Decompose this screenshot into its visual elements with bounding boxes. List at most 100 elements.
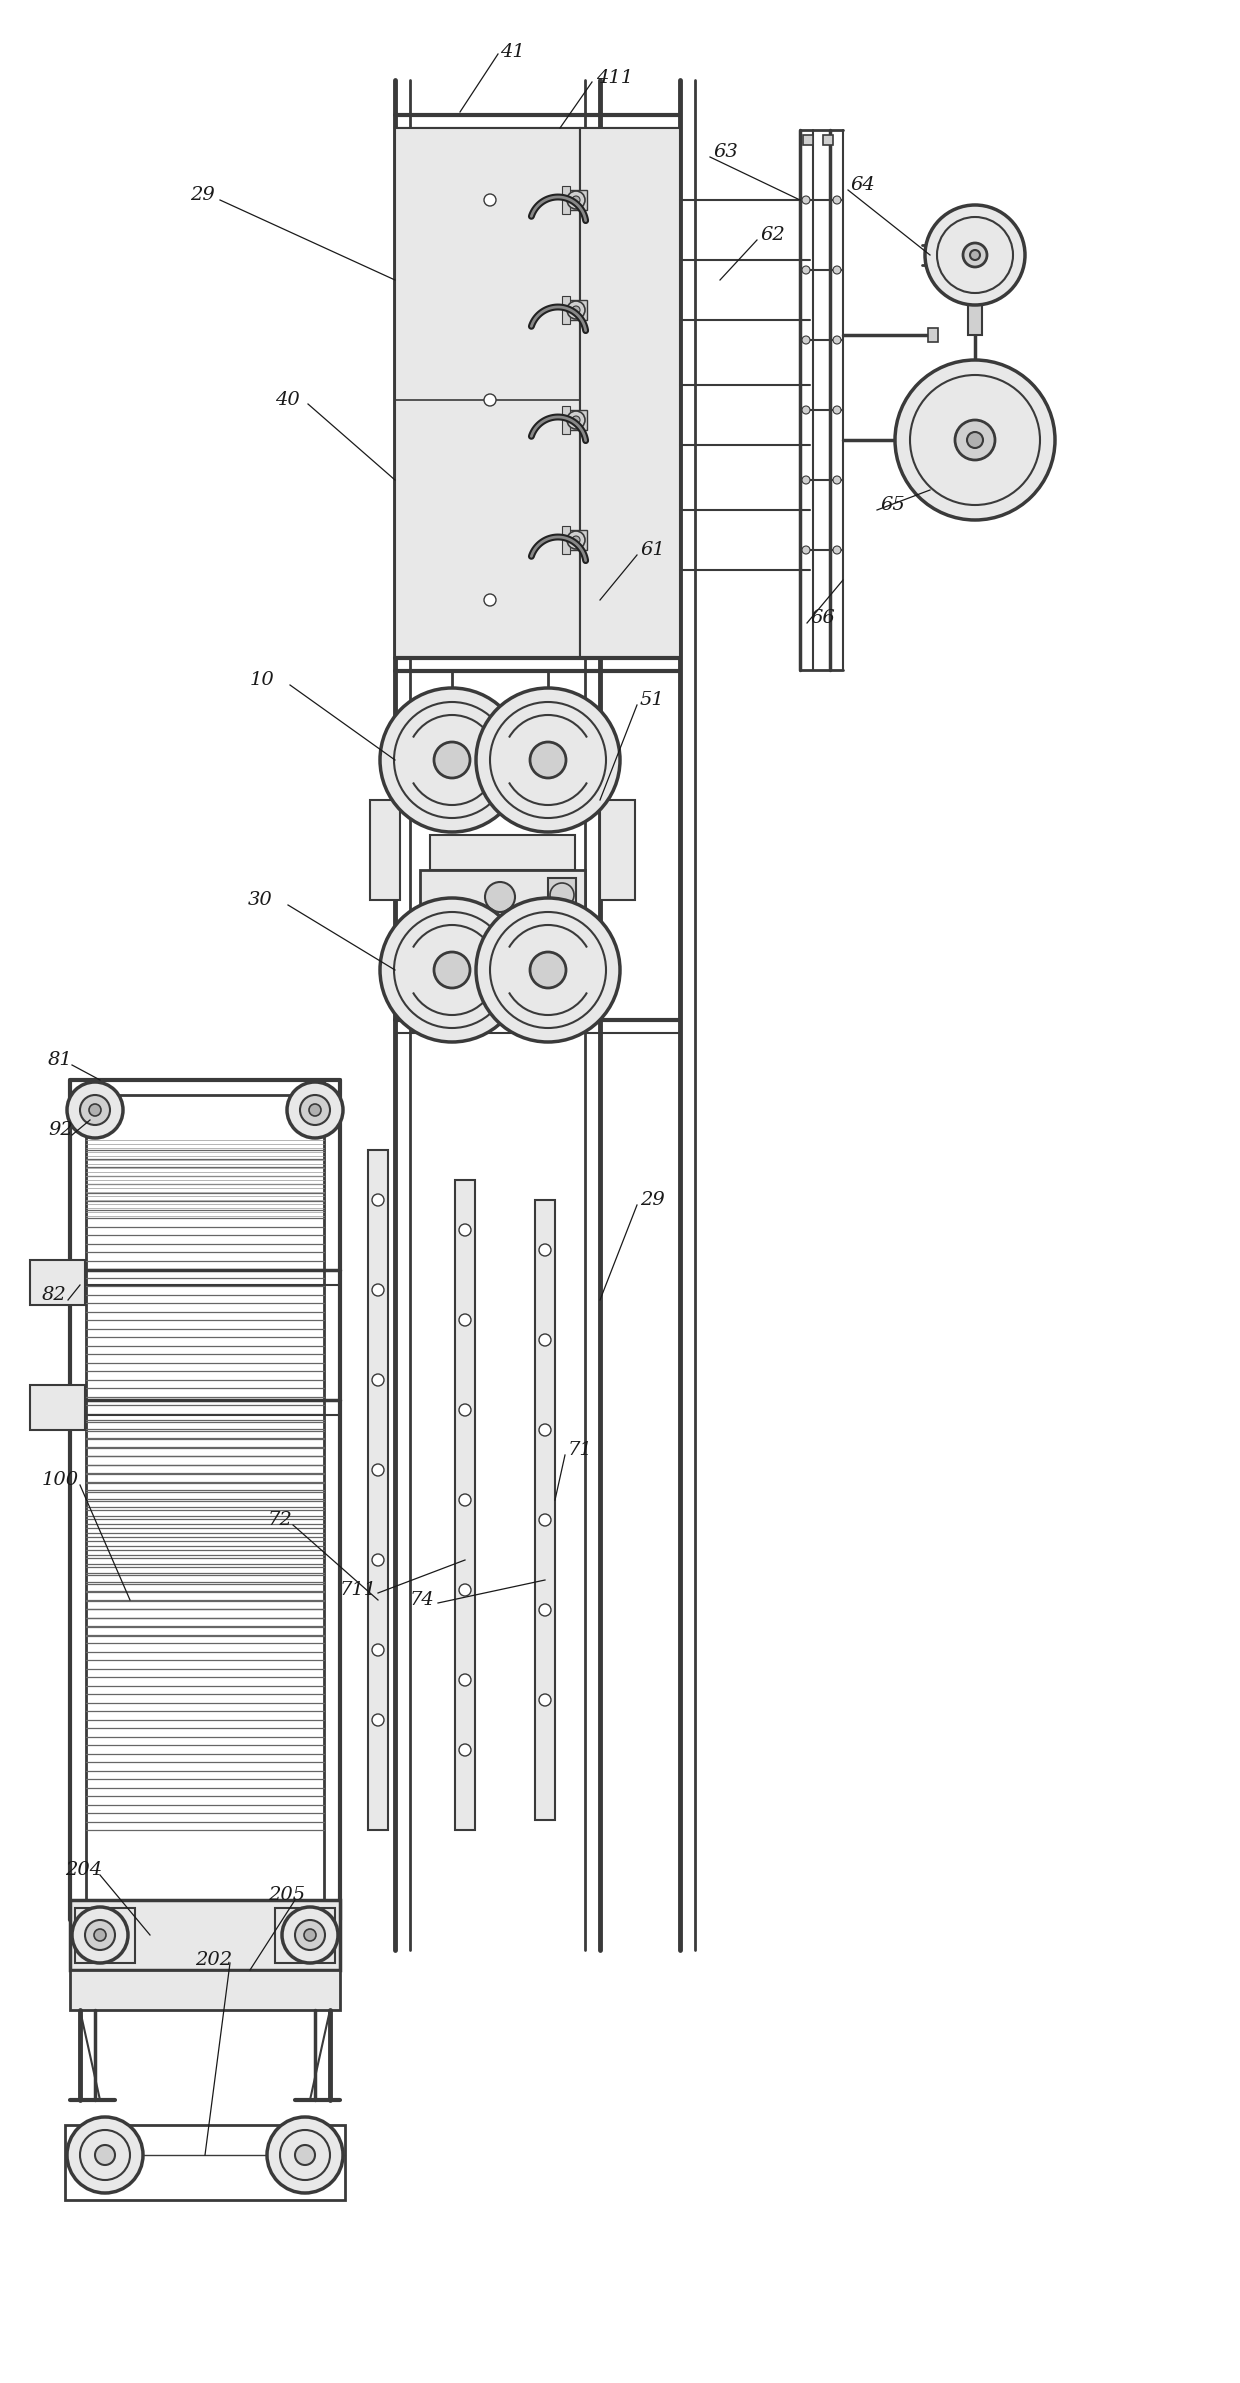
Text: 61: 61 bbox=[640, 541, 665, 560]
Circle shape bbox=[434, 741, 470, 777]
Circle shape bbox=[490, 913, 606, 1027]
Text: 62: 62 bbox=[760, 226, 785, 243]
Circle shape bbox=[86, 1921, 115, 1949]
Text: 40: 40 bbox=[275, 391, 300, 410]
Circle shape bbox=[72, 1906, 128, 1964]
Circle shape bbox=[95, 2145, 115, 2166]
Text: 92: 92 bbox=[48, 1120, 73, 1139]
Circle shape bbox=[572, 305, 580, 315]
Circle shape bbox=[81, 2130, 130, 2180]
Circle shape bbox=[539, 1513, 551, 1525]
Circle shape bbox=[372, 1713, 384, 1725]
Text: 66: 66 bbox=[810, 610, 835, 627]
Circle shape bbox=[802, 477, 810, 484]
Text: 411: 411 bbox=[596, 69, 634, 88]
Bar bbox=[445, 1020, 460, 1032]
Circle shape bbox=[89, 1103, 100, 1115]
Circle shape bbox=[476, 689, 620, 832]
Circle shape bbox=[937, 217, 1013, 293]
Circle shape bbox=[567, 531, 585, 548]
Bar bbox=[580, 129, 680, 658]
Circle shape bbox=[281, 1906, 339, 1964]
Bar bbox=[600, 801, 635, 901]
Bar bbox=[968, 305, 982, 336]
Circle shape bbox=[802, 267, 810, 274]
Text: 10: 10 bbox=[250, 672, 275, 689]
Circle shape bbox=[539, 1694, 551, 1706]
Circle shape bbox=[925, 205, 1025, 305]
Circle shape bbox=[967, 431, 983, 448]
Circle shape bbox=[295, 2145, 315, 2166]
Circle shape bbox=[372, 1375, 384, 1387]
Circle shape bbox=[300, 1096, 330, 1125]
Circle shape bbox=[551, 884, 574, 908]
Circle shape bbox=[372, 1284, 384, 1296]
Circle shape bbox=[394, 913, 510, 1027]
Circle shape bbox=[567, 410, 585, 429]
Circle shape bbox=[379, 898, 525, 1041]
Text: 72: 72 bbox=[268, 1511, 293, 1530]
Text: 71: 71 bbox=[568, 1442, 593, 1458]
Circle shape bbox=[67, 1082, 123, 1139]
Bar bbox=[275, 1909, 335, 1964]
Text: 711: 711 bbox=[340, 1580, 377, 1599]
Text: 82: 82 bbox=[42, 1287, 67, 1304]
Circle shape bbox=[485, 882, 515, 913]
Circle shape bbox=[567, 191, 585, 210]
Bar bbox=[455, 1180, 475, 1830]
Circle shape bbox=[484, 593, 496, 605]
Circle shape bbox=[833, 546, 841, 553]
Circle shape bbox=[529, 951, 565, 989]
Bar bbox=[430, 834, 575, 870]
Circle shape bbox=[309, 1103, 321, 1115]
Circle shape bbox=[372, 1554, 384, 1566]
Text: 29: 29 bbox=[190, 186, 215, 205]
Circle shape bbox=[286, 1082, 343, 1139]
Bar bbox=[420, 870, 585, 925]
Bar bbox=[30, 1385, 86, 1430]
Bar bbox=[396, 129, 580, 658]
Bar bbox=[74, 1909, 135, 1964]
Circle shape bbox=[910, 374, 1040, 505]
Circle shape bbox=[833, 405, 841, 415]
Circle shape bbox=[539, 1244, 551, 1256]
Text: 65: 65 bbox=[880, 496, 905, 515]
Bar bbox=[548, 877, 577, 913]
Circle shape bbox=[572, 417, 580, 424]
Bar bbox=[541, 1020, 556, 1032]
Circle shape bbox=[434, 951, 470, 989]
Circle shape bbox=[802, 195, 810, 205]
Circle shape bbox=[833, 336, 841, 343]
Circle shape bbox=[963, 243, 987, 267]
Circle shape bbox=[490, 703, 606, 817]
Circle shape bbox=[459, 1585, 471, 1597]
Circle shape bbox=[459, 1225, 471, 1237]
Circle shape bbox=[833, 195, 841, 205]
Circle shape bbox=[970, 250, 980, 260]
Text: 30: 30 bbox=[248, 891, 273, 908]
Circle shape bbox=[459, 1313, 471, 1325]
Circle shape bbox=[459, 1744, 471, 1756]
Bar bbox=[69, 1899, 340, 1971]
Circle shape bbox=[379, 689, 525, 832]
Bar bbox=[565, 529, 587, 550]
Text: 81: 81 bbox=[48, 1051, 73, 1070]
Circle shape bbox=[572, 536, 580, 543]
Bar bbox=[368, 1151, 388, 1830]
Circle shape bbox=[484, 193, 496, 205]
Text: 64: 64 bbox=[849, 176, 874, 193]
Bar bbox=[562, 405, 570, 434]
Circle shape bbox=[484, 393, 496, 405]
Text: 205: 205 bbox=[268, 1885, 305, 1904]
Bar bbox=[30, 1261, 86, 1306]
Circle shape bbox=[372, 1194, 384, 1206]
Circle shape bbox=[802, 336, 810, 343]
Circle shape bbox=[459, 1494, 471, 1506]
Bar bbox=[445, 696, 460, 708]
Bar bbox=[562, 295, 570, 324]
Bar bbox=[928, 329, 937, 343]
Bar bbox=[565, 410, 587, 429]
Bar bbox=[565, 191, 587, 210]
Circle shape bbox=[372, 1644, 384, 1656]
Circle shape bbox=[955, 419, 994, 460]
